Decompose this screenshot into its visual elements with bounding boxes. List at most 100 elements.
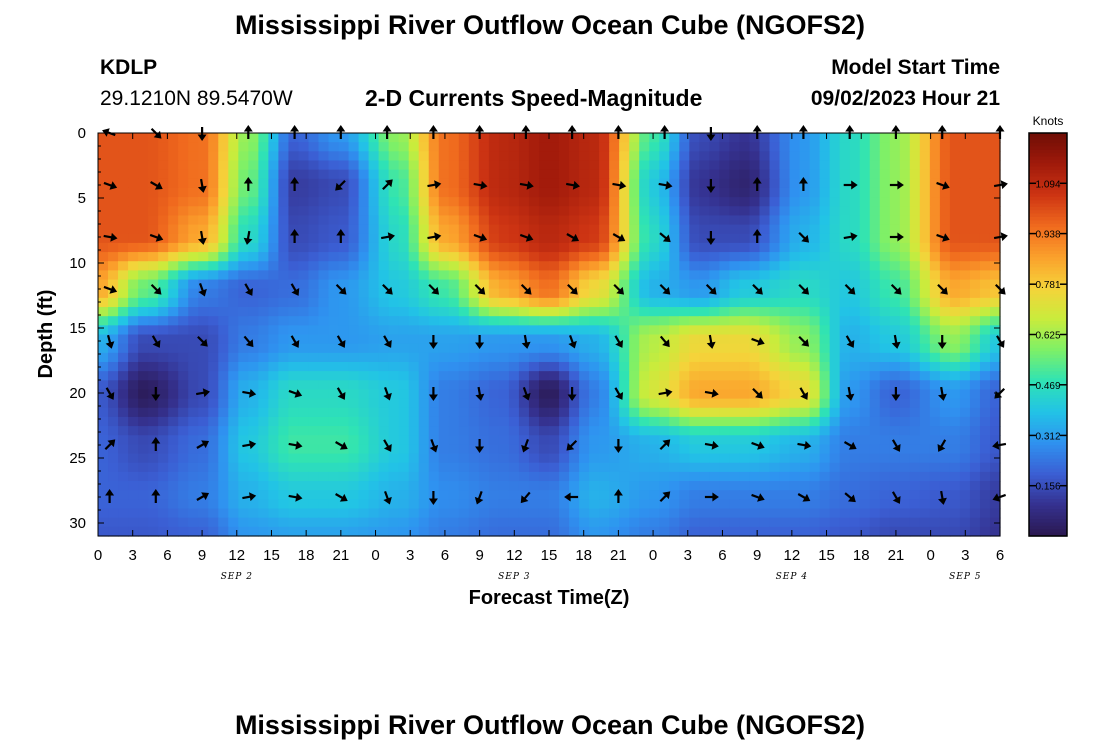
heatmap-cell <box>108 288 119 299</box>
heatmap-cell <box>619 307 630 317</box>
heatmap-cell <box>508 316 520 326</box>
heatmap-cell <box>779 169 791 180</box>
heatmap-cell <box>428 462 440 473</box>
heatmap-cell <box>508 407 520 418</box>
heatmap-cell <box>348 343 360 354</box>
heatmap-cell <box>799 215 811 226</box>
heatmap-cell <box>108 197 119 207</box>
heatmap-cell <box>328 261 340 271</box>
heatmap-cell <box>689 426 700 436</box>
heatmap-cell <box>559 252 570 262</box>
heatmap-cell <box>448 178 460 189</box>
heatmap-cell <box>549 343 560 354</box>
heatmap-cell <box>258 407 269 418</box>
heatmap-cell <box>168 133 179 143</box>
heatmap-cell <box>569 142 580 152</box>
heatmap-cell <box>528 325 540 336</box>
heatmap-cell <box>228 224 239 235</box>
heatmap-cell <box>859 352 871 363</box>
heatmap-cell <box>569 197 580 207</box>
heatmap-cell <box>388 142 400 152</box>
colorbar-swatch <box>1029 354 1067 359</box>
heatmap-cell <box>178 352 189 363</box>
heatmap-cell <box>949 371 961 381</box>
heatmap-cell <box>258 187 269 198</box>
heatmap-cell <box>769 187 781 198</box>
heatmap-cell <box>368 407 380 418</box>
heatmap-cell <box>228 325 239 336</box>
heatmap-cell <box>859 279 871 290</box>
heatmap-cell <box>859 407 871 418</box>
heatmap-cell <box>528 352 540 363</box>
colorbar-swatch <box>1029 294 1067 299</box>
heatmap-cell <box>779 151 791 162</box>
heatmap-cell <box>338 426 350 436</box>
heatmap-cell <box>689 416 700 427</box>
heatmap-cell <box>458 242 470 253</box>
heatmap-cell <box>398 187 410 198</box>
heatmap-cell <box>238 297 249 308</box>
heatmap-cell <box>879 517 891 528</box>
heatmap-cell <box>589 380 600 391</box>
heatmap-cell <box>518 508 530 519</box>
heatmap-cell <box>448 197 460 207</box>
heatmap-cell <box>418 261 430 271</box>
heatmap-cell <box>659 444 670 455</box>
heatmap-cell <box>969 526 981 537</box>
heatmap-cell <box>398 462 410 473</box>
heatmap-cell <box>378 151 390 162</box>
heatmap-cell <box>428 197 440 207</box>
heatmap-cell <box>338 398 350 409</box>
heatmap-cell <box>929 380 941 391</box>
heatmap-cell <box>599 453 610 464</box>
heatmap-cell <box>829 233 841 244</box>
heatmap-cell <box>779 352 791 363</box>
heatmap-cell <box>939 197 951 207</box>
heatmap-cell <box>338 526 350 537</box>
heatmap-cell <box>689 499 700 510</box>
heatmap-cell <box>919 407 931 418</box>
heatmap-cell <box>729 526 741 537</box>
heatmap-cell <box>569 416 580 427</box>
colorbar-swatch <box>1029 401 1067 406</box>
heatmap-cell <box>158 233 169 244</box>
heatmap-cell <box>809 398 821 409</box>
heatmap-cell <box>609 361 620 372</box>
heatmap-cell <box>378 462 390 473</box>
heatmap-cell <box>398 389 410 400</box>
heatmap-cell <box>318 316 330 326</box>
heatmap-cell <box>418 334 430 345</box>
heatmap-cell <box>649 526 660 537</box>
current-vector-arrow <box>937 335 947 349</box>
current-vector-arrow <box>149 233 164 242</box>
heatmap-cell <box>979 160 991 171</box>
heatmap-cell <box>328 407 340 418</box>
heatmap-cell <box>859 187 871 198</box>
heatmap-cell <box>408 508 420 519</box>
heatmap-cell <box>428 252 440 262</box>
heatmap-cell <box>308 380 320 391</box>
heatmap-cell <box>488 325 500 336</box>
heatmap-cell <box>308 526 320 537</box>
heatmap-cell <box>218 224 229 235</box>
heatmap-cell <box>518 407 530 418</box>
heatmap-cell <box>939 416 951 427</box>
heatmap-cell <box>769 407 781 418</box>
heatmap-cell <box>478 398 490 409</box>
heatmap-cell <box>418 416 430 427</box>
heatmap-cell <box>729 444 741 455</box>
heatmap-cell <box>609 481 620 491</box>
heatmap-cell <box>258 142 269 152</box>
colorbar-swatch <box>1029 435 1067 440</box>
heatmap-cell <box>418 206 430 217</box>
heatmap-cell <box>108 252 119 262</box>
heatmap-cell <box>829 297 841 308</box>
heatmap-cell <box>989 169 1001 180</box>
heatmap-cell <box>398 270 410 281</box>
heatmap-cell <box>769 307 781 317</box>
heatmap-cell <box>338 169 350 180</box>
heatmap-cell <box>669 426 680 436</box>
heatmap-cell <box>168 371 179 381</box>
current-vector-arrow <box>613 283 625 295</box>
heatmap-cell <box>909 416 921 427</box>
